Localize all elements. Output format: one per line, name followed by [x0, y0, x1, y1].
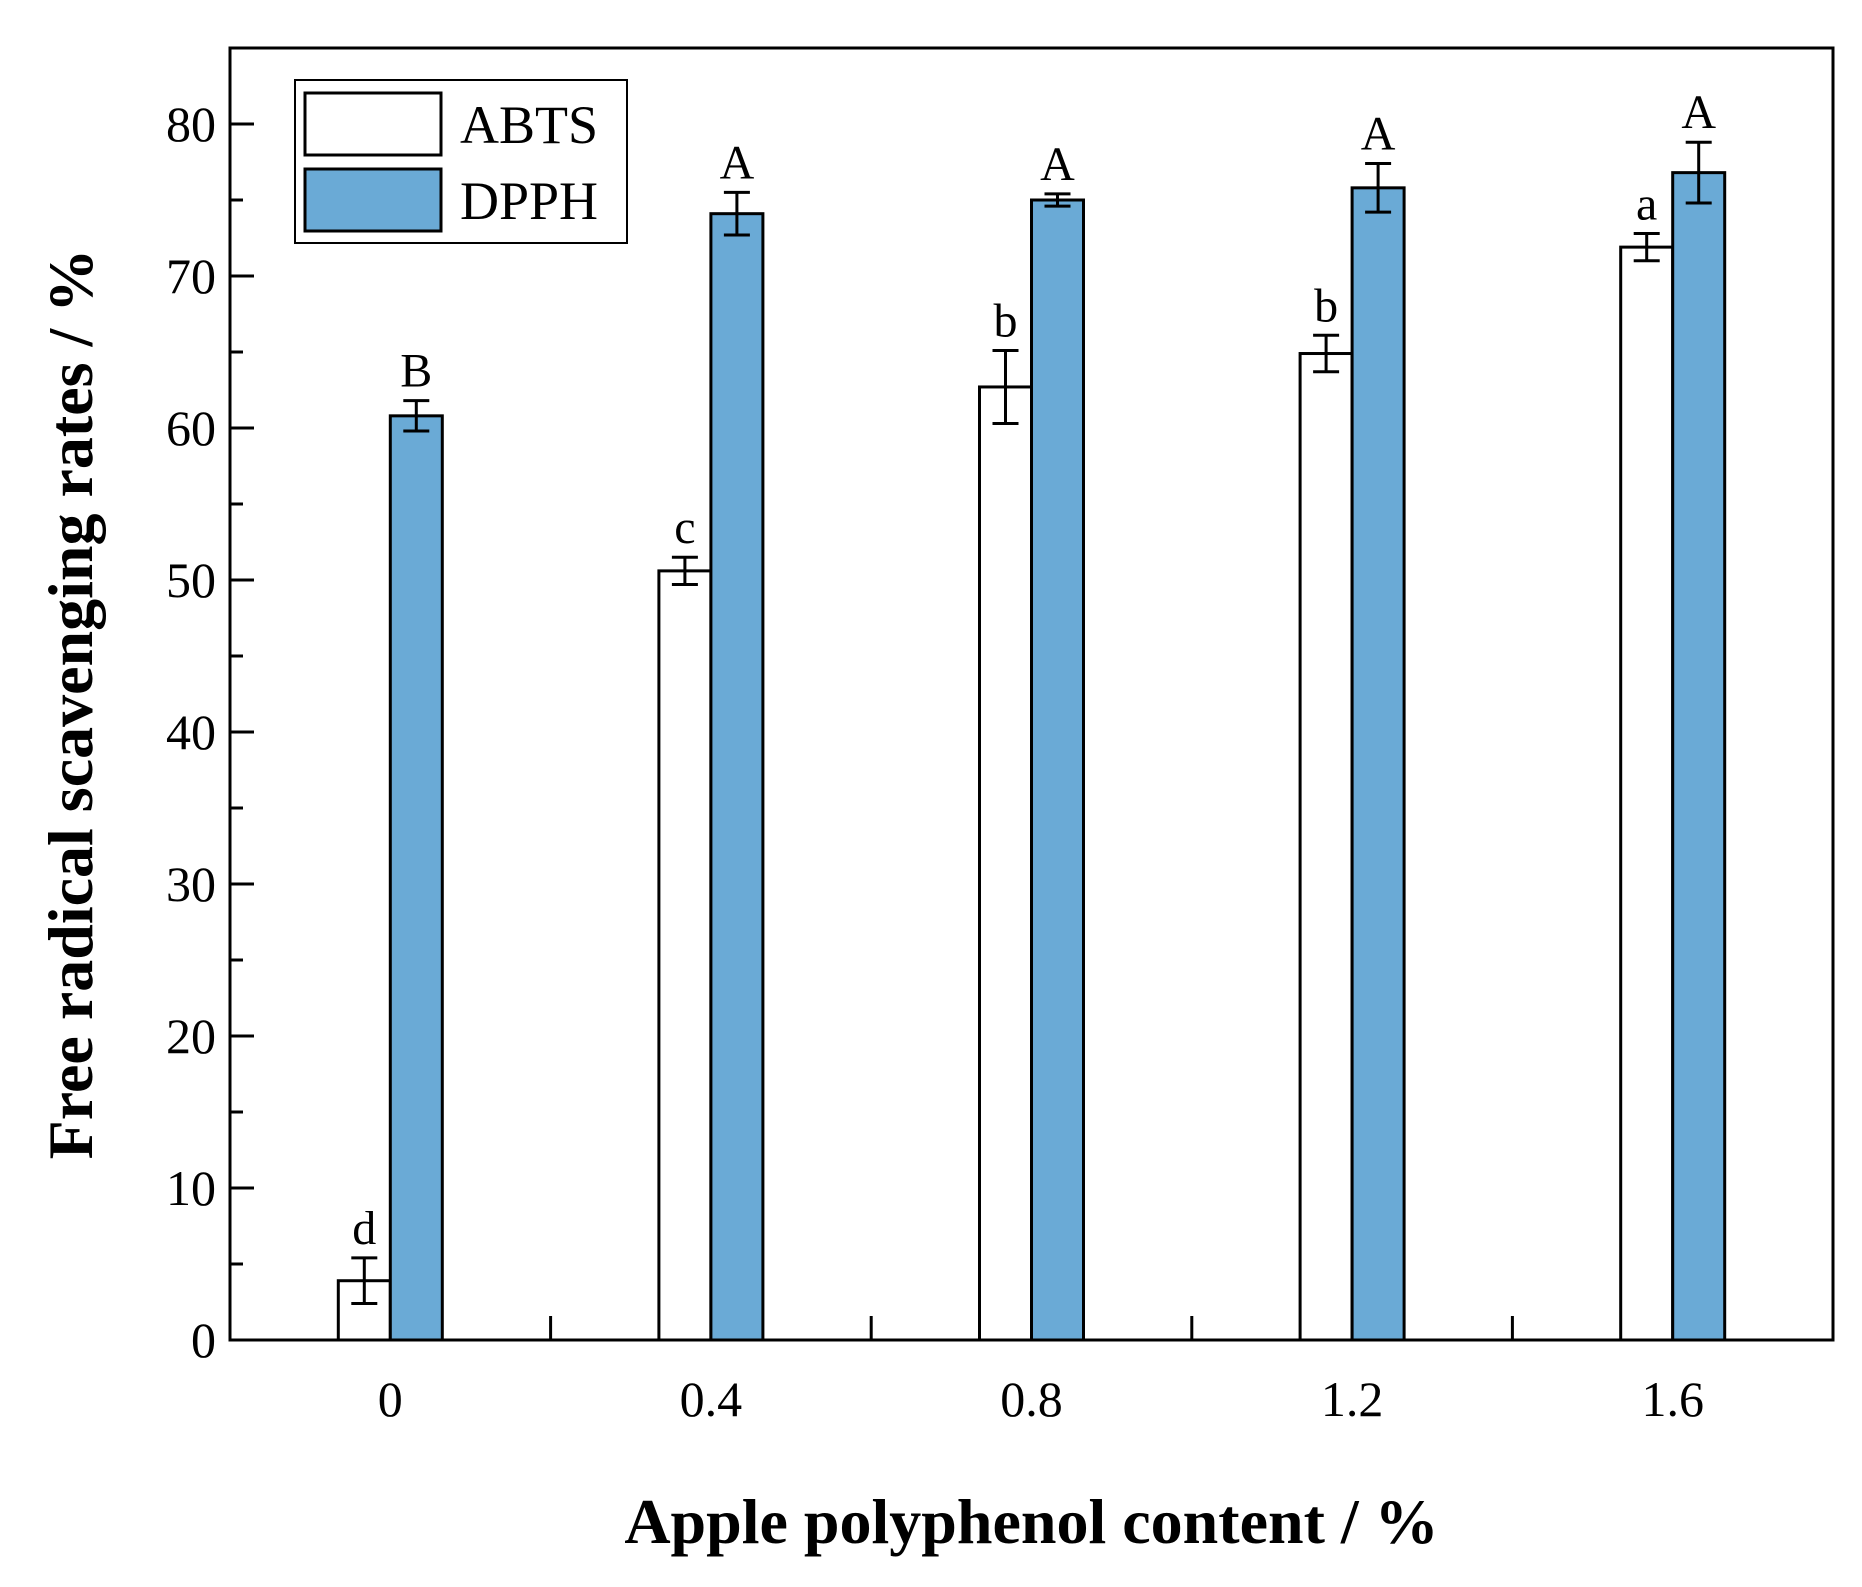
- y-tick-label: 0: [191, 1312, 216, 1368]
- bar-dpph: [709, 212, 765, 1342]
- bar-abts: [1298, 352, 1354, 1342]
- y-tick-label: 30: [166, 856, 216, 912]
- bar-dpph: [388, 414, 444, 1342]
- x-tick-label: 0.4: [680, 1371, 743, 1427]
- significance-label: b: [994, 294, 1018, 347]
- significance-label: d: [352, 1202, 376, 1255]
- x-tick-label: 1.2: [1321, 1371, 1384, 1427]
- bar-dpph: [1350, 186, 1406, 1342]
- legend: ABTS DPPH: [294, 79, 628, 244]
- legend-label: DPPH: [460, 171, 598, 231]
- x-axis-title: Apple polyphenol content / %: [624, 1486, 1438, 1557]
- legend-swatch-abts: [303, 91, 443, 157]
- y-tick-label: 20: [166, 1008, 216, 1064]
- legend-swatch-dpph: [303, 167, 443, 233]
- y-tick-label: 10: [166, 1160, 216, 1216]
- significance-label: A: [720, 136, 755, 189]
- y-tick-label: 80: [166, 96, 216, 152]
- y-tick-label: 60: [166, 400, 216, 456]
- x-axis: 0 0.4 0.8 1.2 1.6: [378, 1316, 1704, 1427]
- y-tick-label: 50: [166, 552, 216, 608]
- significance-label: A: [1040, 138, 1075, 191]
- legend-label: ABTS: [460, 95, 598, 155]
- significance-label: A: [1681, 86, 1716, 139]
- significance-labels: d c b b a B A A A A: [352, 86, 1716, 1255]
- x-tick-label: 0.8: [1000, 1371, 1063, 1427]
- plot-frame: [228, 46, 1835, 1342]
- significance-label: A: [1361, 108, 1396, 161]
- significance-label: b: [1314, 279, 1338, 332]
- significance-label: B: [400, 345, 432, 398]
- bar-abts: [657, 569, 713, 1342]
- bar-abts: [1619, 245, 1675, 1342]
- bar-abts: [978, 385, 1033, 1342]
- error-bars: [351, 140, 1712, 1306]
- x-tick-label: 0: [378, 1371, 403, 1427]
- bar-dpph: [1671, 171, 1727, 1342]
- y-tick-label: 40: [166, 704, 216, 760]
- significance-label: a: [1636, 177, 1657, 230]
- y-tick-label: 70: [166, 248, 216, 304]
- significance-label: c: [674, 501, 695, 554]
- bars: [336, 171, 1727, 1342]
- y-axis: 0 10 20 30 40 50 60 70 80: [166, 46, 254, 1368]
- bar-dpph: [1030, 198, 1085, 1342]
- y-axis-title: Free radical scavenging rates / %: [35, 249, 106, 1160]
- x-tick-label: 1.6: [1641, 1371, 1704, 1427]
